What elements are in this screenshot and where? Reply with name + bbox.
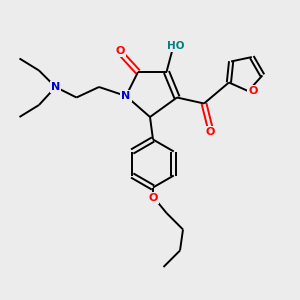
Text: O: O (148, 193, 158, 203)
Text: O: O (115, 46, 125, 56)
Text: N: N (51, 82, 60, 92)
Text: N: N (122, 91, 130, 101)
Text: HO: HO (167, 41, 184, 51)
Text: O: O (205, 127, 215, 137)
Text: O: O (248, 86, 257, 96)
